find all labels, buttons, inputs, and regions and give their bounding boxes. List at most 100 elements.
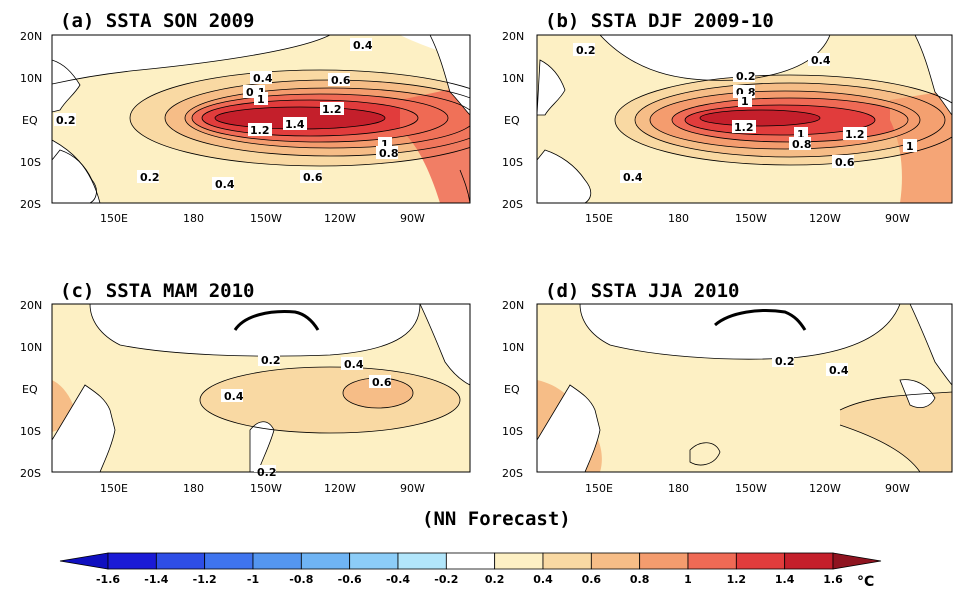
lat-tick: 20S: [20, 467, 41, 480]
contour-label: 1.2: [250, 124, 270, 137]
contour-label: 0.4: [224, 390, 244, 403]
colorbar-cell: [687, 552, 737, 570]
contour-label: 0.2: [736, 70, 756, 83]
colorbar-label: 1.2: [727, 573, 747, 586]
lat-tick: 20N: [20, 30, 42, 43]
colorbar-label: -1: [247, 573, 259, 586]
contour-label: 1.2: [845, 128, 865, 141]
contour-label: 0.4: [215, 178, 235, 191]
colorbar-label: -1.2: [193, 573, 217, 586]
colorbar-label: -0.6: [338, 573, 362, 586]
panel-b-lat-ticks: 20N 10N EQ 10S 20S: [502, 30, 524, 211]
contour-label: 0.4: [829, 364, 849, 377]
colorbar-cell: [397, 552, 447, 570]
colorbar-label: -1.4: [144, 573, 168, 586]
colorbar-label: -0.2: [434, 573, 458, 586]
contour-label: 1: [741, 95, 749, 108]
contour-label: 0.2: [775, 355, 795, 368]
lon-tick: 90W: [885, 482, 910, 495]
panel-d: (d) SSTA JJA 2010 0.2 0.4 20N 10N EQ: [502, 280, 953, 495]
colorbar-cell: [735, 552, 786, 570]
colorbar-cell: [784, 552, 834, 570]
lon-tick: 120W: [324, 212, 356, 225]
lon-tick: 180: [668, 212, 689, 225]
panel-a: (a) SSTA SON 2009: [20, 10, 471, 225]
lat-tick: 20N: [502, 30, 524, 43]
colorbar-cell: [445, 552, 496, 570]
contour-label: 0.2: [56, 114, 76, 127]
panel-c-field: [52, 304, 470, 472]
contour-label: 1.4: [285, 118, 305, 131]
lon-tick: 120W: [809, 212, 841, 225]
lat-tick: 10S: [20, 156, 41, 169]
colorbar-min-arrow: [59, 552, 109, 570]
lon-tick: 180: [183, 212, 204, 225]
forecast-label: (NN Forecast): [422, 508, 571, 530]
colorbar-label: 0.4: [533, 573, 553, 586]
contour-label: 0.8: [792, 138, 812, 151]
lat-tick: 20S: [502, 467, 523, 480]
colorbar-max-arrow: [832, 552, 882, 570]
lon-tick: 180: [668, 482, 689, 495]
colorbar: -1.6 -1.4 -1.2 -1 -0.8 -0.6 -0.4 -0.2 0.2 0.4 0.6 0…: [59, 552, 882, 590]
lat-tick: EQ: [22, 114, 38, 127]
lat-tick: 20S: [502, 198, 523, 211]
lon-tick: 150E: [585, 212, 613, 225]
colorbar-cell: [542, 552, 592, 570]
lat-tick: 10N: [20, 72, 42, 85]
panel-b-title: (b) SSTA DJF 2009-10: [545, 10, 774, 32]
contour-label: 0.2: [140, 171, 160, 184]
contour-label: 0.2: [261, 354, 281, 367]
contour-label: 0.2: [576, 44, 596, 57]
colorbar-label: 0.2: [485, 573, 505, 586]
contour-label: 1.2: [322, 103, 342, 116]
lat-tick: 10S: [502, 156, 523, 169]
panel-a-title: (a) SSTA SON 2009: [60, 10, 254, 32]
colorbar-labels: -1.6 -1.4 -1.2 -1 -0.8 -0.6 -0.4 -0.2 0.2 0.4 0.6 0…: [96, 573, 843, 586]
lon-tick: 150E: [100, 212, 128, 225]
colorbar-cell: [155, 552, 206, 570]
lon-tick: 180: [183, 482, 204, 495]
lon-tick: 150W: [250, 212, 282, 225]
colorbar-label: -1.6: [96, 573, 120, 586]
contour-label: 1: [797, 128, 805, 141]
panel-b-frame: [536, 34, 953, 204]
panel-b: (b) SSTA DJF 2009-10: [502, 10, 953, 225]
colorbar-cell: [107, 552, 157, 570]
contour-label: 1: [381, 138, 389, 151]
contour-label: 0.4: [811, 54, 831, 67]
colorbar-cell: [300, 552, 351, 570]
colorbar-cell: [590, 552, 641, 570]
colorbar-label: -0.4: [386, 573, 410, 586]
panel-d-title: (d) SSTA JJA 2010: [545, 280, 739, 302]
lat-tick: EQ: [504, 383, 520, 396]
contour-label: 0.4: [623, 171, 643, 184]
panel-b-contour-labels: 0.2 0.4 0.2 0.8 1 1.2 1 0.8 1.2 1 0.4 0.…: [573, 43, 917, 184]
colorbar-cell: [639, 552, 689, 570]
contour-label: 1: [257, 93, 265, 106]
lat-tick: 10S: [20, 425, 41, 438]
lon-tick: 150W: [735, 212, 767, 225]
panel-a-frame: [51, 34, 471, 204]
panel-a-lat-ticks: 20N 10N EQ 10S 20S: [20, 30, 42, 211]
panel-c-lat-ticks: 20N 10N EQ 10S 20S: [20, 299, 42, 480]
contour-label: 0.6: [835, 156, 855, 169]
colorbar-cells: [59, 552, 882, 570]
colorbar-label: -0.8: [289, 573, 313, 586]
panel-d-lat-ticks: 20N 10N EQ 10S 20S: [502, 299, 524, 480]
contour-label: 0.6: [303, 171, 323, 184]
colorbar-cell: [349, 552, 399, 570]
contour-label: 0.6: [372, 376, 392, 389]
colorbar-label: 0.8: [630, 573, 650, 586]
panel-a-field: [52, 35, 470, 203]
colorbar-unit: °C: [857, 574, 874, 590]
lat-tick: 10N: [502, 72, 524, 85]
lon-tick: 120W: [809, 482, 841, 495]
colorbar-label: 1: [684, 573, 692, 586]
contour-label: 1.2: [734, 121, 754, 134]
lat-tick: 20N: [502, 299, 524, 312]
panel-a-contour-labels: 0.4 0.2 0.4 0.6 0.1 1 1.2 1.2 1.4 1 0.8 …: [54, 38, 399, 191]
panel-d-field: [537, 304, 952, 472]
panel-a-lon-ticks: 150E 180 150W 120W 90W: [100, 212, 425, 225]
